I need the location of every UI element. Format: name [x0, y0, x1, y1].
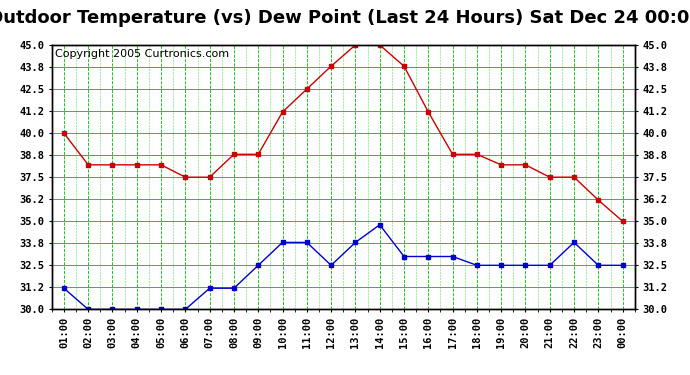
Text: Copyright 2005 Curtronics.com: Copyright 2005 Curtronics.com [55, 49, 229, 59]
Text: Outdoor Temperature (vs) Dew Point (Last 24 Hours) Sat Dec 24 00:00: Outdoor Temperature (vs) Dew Point (Last… [0, 9, 690, 27]
